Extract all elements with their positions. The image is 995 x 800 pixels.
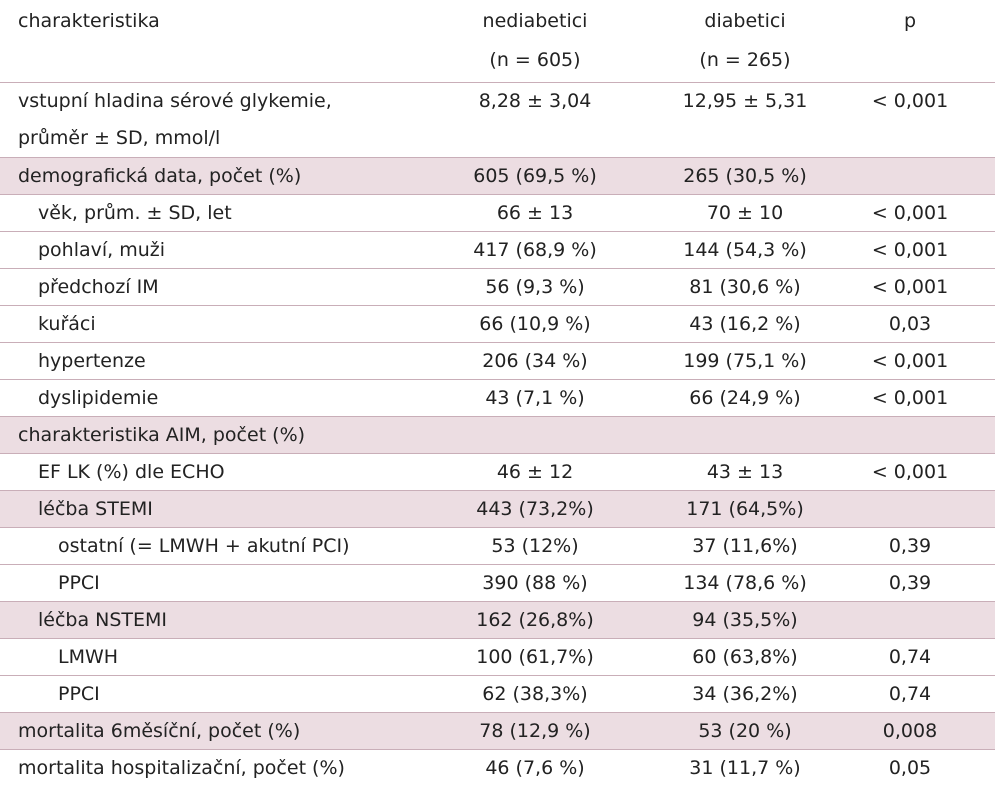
- row-label: PPCI: [58, 572, 100, 594]
- row-label: EF LK (%) dle ECHO: [38, 461, 225, 483]
- glycemia-row: vstupní hladina sérové glykemie, průměr …: [0, 82, 995, 157]
- p-value: 0,008: [882, 720, 938, 742]
- diabetic-value: 31 (11,7 %): [689, 757, 801, 779]
- row-label: předchozí IM: [38, 276, 159, 298]
- table-row: hypertenze 206 (34 %) 199 (75,1 %) < 0,0…: [0, 342, 995, 379]
- p-value: < 0,001: [871, 202, 949, 224]
- diabetic-value: 199 (75,1 %): [683, 350, 807, 372]
- table-row: LMWH 100 (61,7%) 60 (63,8%) 0,74: [0, 638, 995, 675]
- row-label: dyslipidemie: [38, 387, 159, 409]
- header-row: charakteristika nediabetici (n = 605) di…: [0, 0, 995, 82]
- diabetic-value: 70 ± 10: [706, 202, 784, 224]
- nondiabetic-value: 417 (68,9 %): [473, 239, 597, 261]
- diabetic-value: 171 (64,5%): [686, 498, 804, 520]
- header-diabetic-n: (n = 265): [699, 49, 791, 71]
- row-label: kuřáci: [38, 313, 96, 335]
- nondiabetic-value: 43 (7,1 %): [485, 387, 585, 409]
- header-characteristic: charakteristika: [18, 10, 160, 32]
- diabetic-value: 12,95 ± 5,31: [682, 90, 808, 112]
- diabetic-value: 66 (24,9 %): [689, 387, 801, 409]
- diabetic-value: 43 ± 13: [706, 461, 784, 483]
- header-diabetic: diabetici: [704, 10, 786, 32]
- diabetic-value: 37 (11,6%): [692, 535, 798, 557]
- diabetic-value: 53 (20 %): [698, 720, 792, 742]
- nondiabetic-value: 56 (9,3 %): [485, 276, 585, 298]
- table-row: mortalita 6měsíční, počet (%) 78 (12,9 %…: [0, 712, 995, 749]
- table-row: demografická data, počet (%) 605 (69,5 %…: [0, 157, 995, 194]
- row-label: hypertenze: [38, 350, 146, 372]
- p-value: 0,74: [888, 683, 932, 705]
- p-value: < 0,001: [871, 90, 949, 112]
- p-value: < 0,001: [871, 387, 949, 409]
- nondiabetic-value: 53 (12%): [491, 535, 579, 557]
- row-label: pohlaví, muži: [38, 239, 166, 261]
- header-p: p: [903, 10, 917, 32]
- table-row: léčba NSTEMI 162 (26,8%) 94 (35,5%): [0, 601, 995, 638]
- nondiabetic-value: 66 (10,9 %): [479, 313, 591, 335]
- diabetic-value: 134 (78,6 %): [683, 572, 807, 594]
- table-row: předchozí IM 56 (9,3 %) 81 (30,6 %) < 0,…: [0, 268, 995, 305]
- diabetic-value: 81 (30,6 %): [689, 276, 801, 298]
- row-label-line2: průměr ± SD, mmol/l: [18, 127, 221, 149]
- p-value: 0,03: [888, 313, 932, 335]
- row-label: mortalita 6měsíční, počet (%): [18, 720, 301, 742]
- table-row: dyslipidemie 43 (7,1 %) 66 (24,9 %) < 0,…: [0, 379, 995, 416]
- row-label: věk, prům. ± SD, let: [38, 202, 232, 224]
- diabetic-value: 60 (63,8%): [692, 646, 798, 668]
- p-value: 0,39: [888, 572, 932, 594]
- table-row: EF LK (%) dle ECHO 46 ± 12 43 ± 13 < 0,0…: [0, 453, 995, 490]
- p-value: 0,74: [888, 646, 932, 668]
- nondiabetic-value: 605 (69,5 %): [473, 165, 597, 187]
- diabetic-value: 43 (16,2 %): [689, 313, 801, 335]
- nondiabetic-value: 8,28 ± 3,04: [478, 90, 592, 112]
- row-label: demografická data, počet (%): [18, 165, 302, 187]
- table-row: kuřáci 66 (10,9 %) 43 (16,2 %) 0,03: [0, 305, 995, 342]
- row-label: léčba STEMI: [38, 498, 153, 520]
- p-value: < 0,001: [871, 276, 949, 298]
- p-value: < 0,001: [871, 239, 949, 261]
- table-row: charakteristika AIM, počet (%): [0, 416, 995, 453]
- header-nondiabetic: nediabetici: [482, 10, 588, 32]
- p-value: 0,39: [888, 535, 932, 557]
- nondiabetic-value: 46 (7,6 %): [485, 757, 585, 779]
- p-value: < 0,001: [871, 461, 949, 483]
- row-label: mortalita hospitalizační, počet (%): [18, 757, 345, 779]
- table-row: PPCI 62 (38,3%) 34 (36,2%) 0,74: [0, 675, 995, 712]
- table-row: ostatní (= LMWH + akutní PCI) 53 (12%) 3…: [0, 527, 995, 564]
- table-row: mortalita hospitalizační, počet (%) 46 (…: [0, 749, 995, 786]
- diabetic-value: 94 (35,5%): [692, 609, 798, 631]
- p-value: < 0,001: [871, 350, 949, 372]
- row-label: charakteristika AIM, počet (%): [18, 424, 306, 446]
- diabetic-value: 144 (54,3 %): [683, 239, 807, 261]
- row-label: vstupní hladina sérové glykemie,: [18, 90, 332, 112]
- nondiabetic-value: 100 (61,7%): [476, 646, 594, 668]
- nondiabetic-value: 78 (12,9 %): [479, 720, 591, 742]
- table-row: léčba STEMI 443 (73,2%) 171 (64,5%): [0, 490, 995, 527]
- row-label: ostatní (= LMWH + akutní PCI): [58, 535, 350, 557]
- nondiabetic-value: 206 (34 %): [482, 350, 588, 372]
- nondiabetic-value: 443 (73,2%): [476, 498, 594, 520]
- table-row: věk, prům. ± SD, let 66 ± 13 70 ± 10 < 0…: [0, 194, 995, 231]
- nondiabetic-value: 390 (88 %): [482, 572, 588, 594]
- nondiabetic-value: 66 ± 13: [496, 202, 574, 224]
- nondiabetic-value: 46 ± 12: [496, 461, 574, 483]
- row-label: LMWH: [58, 646, 119, 668]
- p-value: 0,05: [888, 757, 932, 779]
- header-nondiabetic-n: (n = 605): [489, 49, 581, 71]
- diabetic-value: 34 (36,2%): [692, 683, 798, 705]
- row-label: PPCI: [58, 683, 100, 705]
- nondiabetic-value: 62 (38,3%): [482, 683, 588, 705]
- table-row: PPCI 390 (88 %) 134 (78,6 %) 0,39: [0, 564, 995, 601]
- row-label: léčba NSTEMI: [38, 609, 168, 631]
- table-row: pohlaví, muži 417 (68,9 %) 144 (54,3 %) …: [0, 231, 995, 268]
- nondiabetic-value: 162 (26,8%): [476, 609, 594, 631]
- diabetic-value: 265 (30,5 %): [683, 165, 807, 187]
